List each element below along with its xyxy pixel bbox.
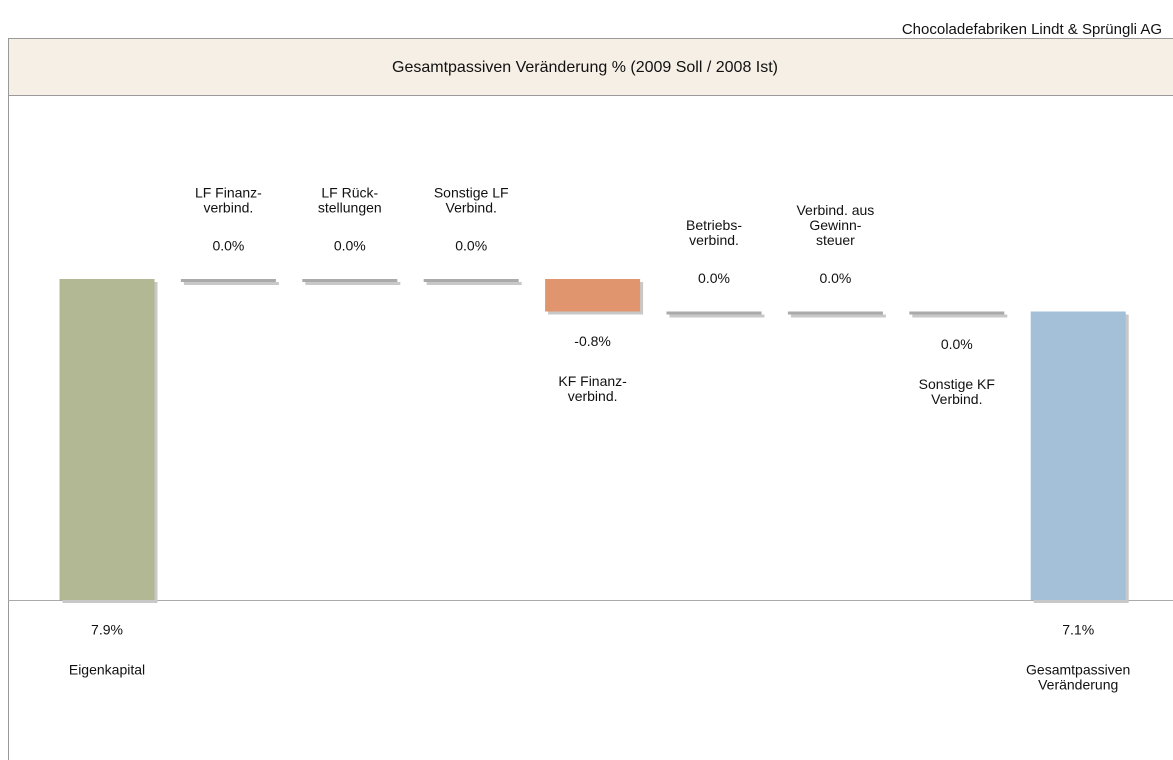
company: Chocoladefabriken Lindt & Sprüngli AG xyxy=(902,21,1162,38)
bar xyxy=(302,279,398,282)
category-label: Verbind. xyxy=(931,391,982,407)
value-label: 0.0% xyxy=(819,270,851,286)
value-label: 0.0% xyxy=(455,238,487,254)
bar xyxy=(1030,311,1126,600)
category-label: verbind. xyxy=(568,388,618,404)
bar xyxy=(909,311,1005,315)
bar-shadow xyxy=(790,314,886,318)
bar xyxy=(423,279,519,282)
category-label: verbind. xyxy=(203,200,253,216)
category-label: verbind. xyxy=(689,232,739,248)
value-label: -0.8% xyxy=(574,333,611,349)
value-label: 0.0% xyxy=(334,238,366,254)
bar xyxy=(545,279,641,312)
title-band xyxy=(8,38,1173,96)
category-label: Gesamtpassiven xyxy=(1026,662,1130,678)
category-label: Gewinn- xyxy=(809,217,861,233)
bar xyxy=(666,311,762,315)
category-label: KF Finanz- xyxy=(558,373,627,389)
category-label: Verbind. aus xyxy=(796,202,874,218)
value-label: 7.1% xyxy=(1062,622,1094,638)
bar-shadow xyxy=(183,282,279,285)
bar xyxy=(59,279,155,600)
category-label: steuer xyxy=(816,232,855,248)
category-label: Sonstige KF xyxy=(919,376,995,392)
bar xyxy=(787,311,883,315)
bar xyxy=(180,279,276,282)
category-label: Eigenkapital xyxy=(69,662,145,678)
value-label: 0.0% xyxy=(698,270,730,286)
bar-shadow xyxy=(669,314,765,318)
bar-shadow xyxy=(426,282,522,285)
category-label: LF Finanz- xyxy=(195,185,262,201)
category-label: LF Rück- xyxy=(321,185,378,201)
bar-shadow xyxy=(305,282,401,285)
category-label: Betriebs- xyxy=(686,217,742,233)
bar-shadow xyxy=(912,314,1008,318)
category-label: stellungen xyxy=(318,200,382,216)
value-label: 0.0% xyxy=(941,336,973,352)
category-label: Verbind. xyxy=(446,200,497,216)
chart-title: Gesamtpassiven Veränderung % (2009 Soll … xyxy=(392,59,778,76)
value-label: 7.9% xyxy=(91,622,123,638)
category-label: Sonstige LF xyxy=(434,185,509,201)
value-label: 0.0% xyxy=(212,238,244,254)
category-label: Veränderung xyxy=(1038,677,1118,693)
